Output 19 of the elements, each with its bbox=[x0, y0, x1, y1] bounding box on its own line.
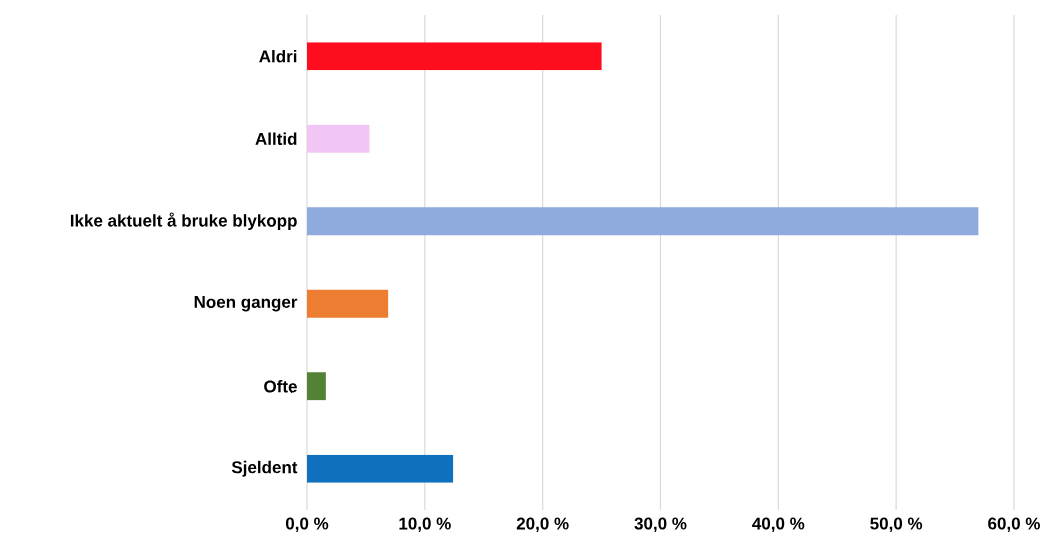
y-tick-label: Ikke aktuelt å bruke blykopp bbox=[70, 212, 297, 230]
bar bbox=[307, 207, 979, 236]
x-tick-label: 30,0 % bbox=[634, 517, 687, 533]
x-tick-label: 40,0 % bbox=[752, 517, 805, 533]
bar bbox=[307, 42, 602, 71]
y-tick-label: Aldri bbox=[259, 50, 297, 63]
y-tick-label: Ofte bbox=[264, 380, 297, 393]
y-tick-label: Noen ganger bbox=[194, 296, 298, 312]
bar bbox=[307, 372, 326, 401]
y-tick-label: Alltid bbox=[255, 132, 297, 145]
bar bbox=[307, 124, 370, 153]
y-tick-label: Sjeldent bbox=[231, 460, 298, 477]
bar bbox=[307, 289, 389, 318]
x-tick-label: 50,0 % bbox=[870, 517, 923, 533]
x-tick-label: 10,0 % bbox=[399, 517, 451, 533]
bar bbox=[307, 454, 454, 483]
x-tick-label: 0,0 % bbox=[285, 517, 329, 533]
x-tick-label: 60,0 % bbox=[988, 517, 1040, 533]
x-tick-label: 20,0 % bbox=[516, 517, 569, 533]
